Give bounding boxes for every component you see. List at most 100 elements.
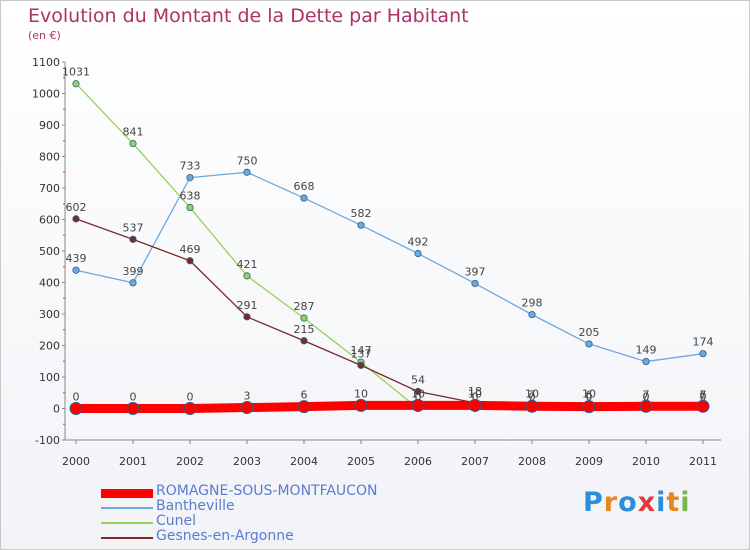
data-label-bantheville: 439 <box>66 252 87 265</box>
data-label-bantheville: 298 <box>522 297 543 310</box>
y-tick-label: 800 <box>39 151 60 164</box>
data-label-romagne-sous-montfaucon: 3 <box>244 390 251 403</box>
data-point-bantheville <box>357 221 365 229</box>
data-point-cunel <box>72 80 80 88</box>
y-tick-label: 1100 <box>32 56 60 69</box>
data-label-bantheville: 397 <box>465 265 486 278</box>
data-label-cunel: 0 <box>586 391 593 404</box>
data-label-romagne-sous-montfaucon: 10 <box>354 387 368 400</box>
data-point-gesnes-en-argonne <box>300 337 308 345</box>
data-label-cunel: 841 <box>123 126 144 139</box>
data-label-bantheville: 750 <box>237 154 258 167</box>
data-label-bantheville: 582 <box>351 207 372 220</box>
data-point-gesnes-en-argonne <box>129 235 137 243</box>
data-label-gesnes-en-argonne: 10 <box>582 387 596 400</box>
data-point-bantheville <box>528 311 536 319</box>
data-label-romagne-sous-montfaucon: 10 <box>411 387 425 400</box>
y-tick-label: 300 <box>39 308 60 321</box>
series-line-gesnes-en-argonne <box>75 218 704 410</box>
data-label-romagne-sous-montfaucon: 0 <box>130 391 137 404</box>
logo-letter: i <box>680 487 691 518</box>
x-tick-label: 2007 <box>461 455 489 468</box>
data-point-gesnes-en-argonne <box>357 361 365 369</box>
data-label-bantheville: 174 <box>693 336 714 349</box>
data-label-cunel: 287 <box>294 300 315 313</box>
data-label-cunel: 421 <box>237 258 258 271</box>
x-tick-label: 2008 <box>518 455 546 468</box>
x-tick-label: 2011 <box>689 455 717 468</box>
data-label-gesnes-en-argonne: 54 <box>411 373 425 386</box>
data-label-gesnes-en-argonne: 137 <box>351 347 372 360</box>
data-point-gesnes-en-argonne <box>243 313 251 321</box>
data-label-romagne-sous-montfaucon: 7 <box>700 388 707 401</box>
series-line-romagne-sous-montfaucon <box>71 400 708 413</box>
y-tick-label: 600 <box>39 214 60 227</box>
data-point-romagne-sous-montfaucon <box>240 401 254 415</box>
data-point-bantheville <box>699 350 707 358</box>
data-label-romagne-sous-montfaucon: 6 <box>301 389 308 402</box>
logo-letter: o <box>618 487 638 518</box>
data-label-gesnes-en-argonne: 6 <box>700 389 707 402</box>
data-label-romagne-sous-montfaucon: 0 <box>73 391 80 404</box>
series-line-cunel <box>75 83 704 410</box>
data-point-cunel <box>300 314 308 322</box>
data-point-romagne-sous-montfaucon <box>582 400 596 414</box>
data-label-romagne-sous-montfaucon: 0 <box>187 391 194 404</box>
data-label-cunel: 1031 <box>62 66 90 79</box>
data-point-romagne-sous-montfaucon <box>297 400 311 414</box>
data-label-cunel: 0 <box>415 391 422 404</box>
y-tick-label: 0 <box>53 403 60 416</box>
logo-letter: r <box>603 487 619 518</box>
logo-letter: i <box>656 487 667 518</box>
data-point-cunel <box>243 272 251 280</box>
data-point-bantheville <box>186 174 194 182</box>
x-tick-label: 2002 <box>176 455 204 468</box>
data-label-gesnes-en-argonne: 602 <box>66 201 87 214</box>
data-point-gesnes-en-argonne <box>414 387 422 396</box>
data-point-bantheville <box>129 279 137 287</box>
y-tick-label: 100 <box>39 371 60 384</box>
chart-title: Evolution du Montant de la Dette par Hab… <box>28 5 469 27</box>
data-point-romagne-sous-montfaucon <box>525 399 539 413</box>
data-label-bantheville: 733 <box>180 160 201 173</box>
x-tick-label: 2009 <box>575 455 603 468</box>
data-label-bantheville: 492 <box>408 236 429 249</box>
data-label-bantheville: 668 <box>294 180 315 193</box>
legend-swatch <box>101 537 153 539</box>
legend-label: Cunel <box>156 513 197 529</box>
x-tick-label: 2001 <box>119 455 147 468</box>
y-tick-label: 1000 <box>32 88 60 101</box>
y-tick-label: 900 <box>39 119 60 132</box>
data-label-cunel: 0 <box>643 391 650 404</box>
data-label-romagne-sous-montfaucon: 10 <box>468 387 482 400</box>
data-label-bantheville: 149 <box>636 344 657 357</box>
data-label-cunel: 0 <box>700 391 707 404</box>
x-tick-label: 2000 <box>62 455 90 468</box>
x-tick-label: 2010 <box>632 455 660 468</box>
y-tick-label: 400 <box>39 277 60 290</box>
x-tick-label: 2003 <box>233 455 261 468</box>
chart-unit-label: (en €) <box>28 29 61 42</box>
legend-swatch <box>101 507 153 509</box>
legend-label: ROMAGNE-SOUS-MONTFAUCON <box>156 483 378 499</box>
data-label-gesnes-en-argonne: 0 <box>643 391 650 404</box>
data-label-gesnes-en-argonne: 18 <box>468 385 482 398</box>
data-point-gesnes-en-argonne <box>186 257 194 265</box>
y-tick-label: 700 <box>39 182 60 195</box>
data-label-cunel: 147 <box>351 344 372 357</box>
y-tick-label: 500 <box>39 245 60 258</box>
y-tick-label: 200 <box>39 340 60 353</box>
data-point-cunel <box>186 203 194 212</box>
data-label-cunel: 638 <box>180 190 201 203</box>
data-label-gesnes-en-argonne: 537 <box>123 221 144 234</box>
data-label-romagne-sous-montfaucon: 7 <box>643 388 650 401</box>
data-point-bantheville <box>414 249 422 258</box>
x-tick-label: 2004 <box>290 455 318 468</box>
data-label-bantheville: 399 <box>123 265 144 278</box>
x-tick-label: 2006 <box>404 455 432 468</box>
data-label-gesnes-en-argonne: 215 <box>294 323 315 336</box>
proxiti-logo: Proxiti <box>583 487 691 518</box>
data-point-bantheville <box>72 266 80 274</box>
data-point-romagne-sous-montfaucon <box>126 402 140 415</box>
